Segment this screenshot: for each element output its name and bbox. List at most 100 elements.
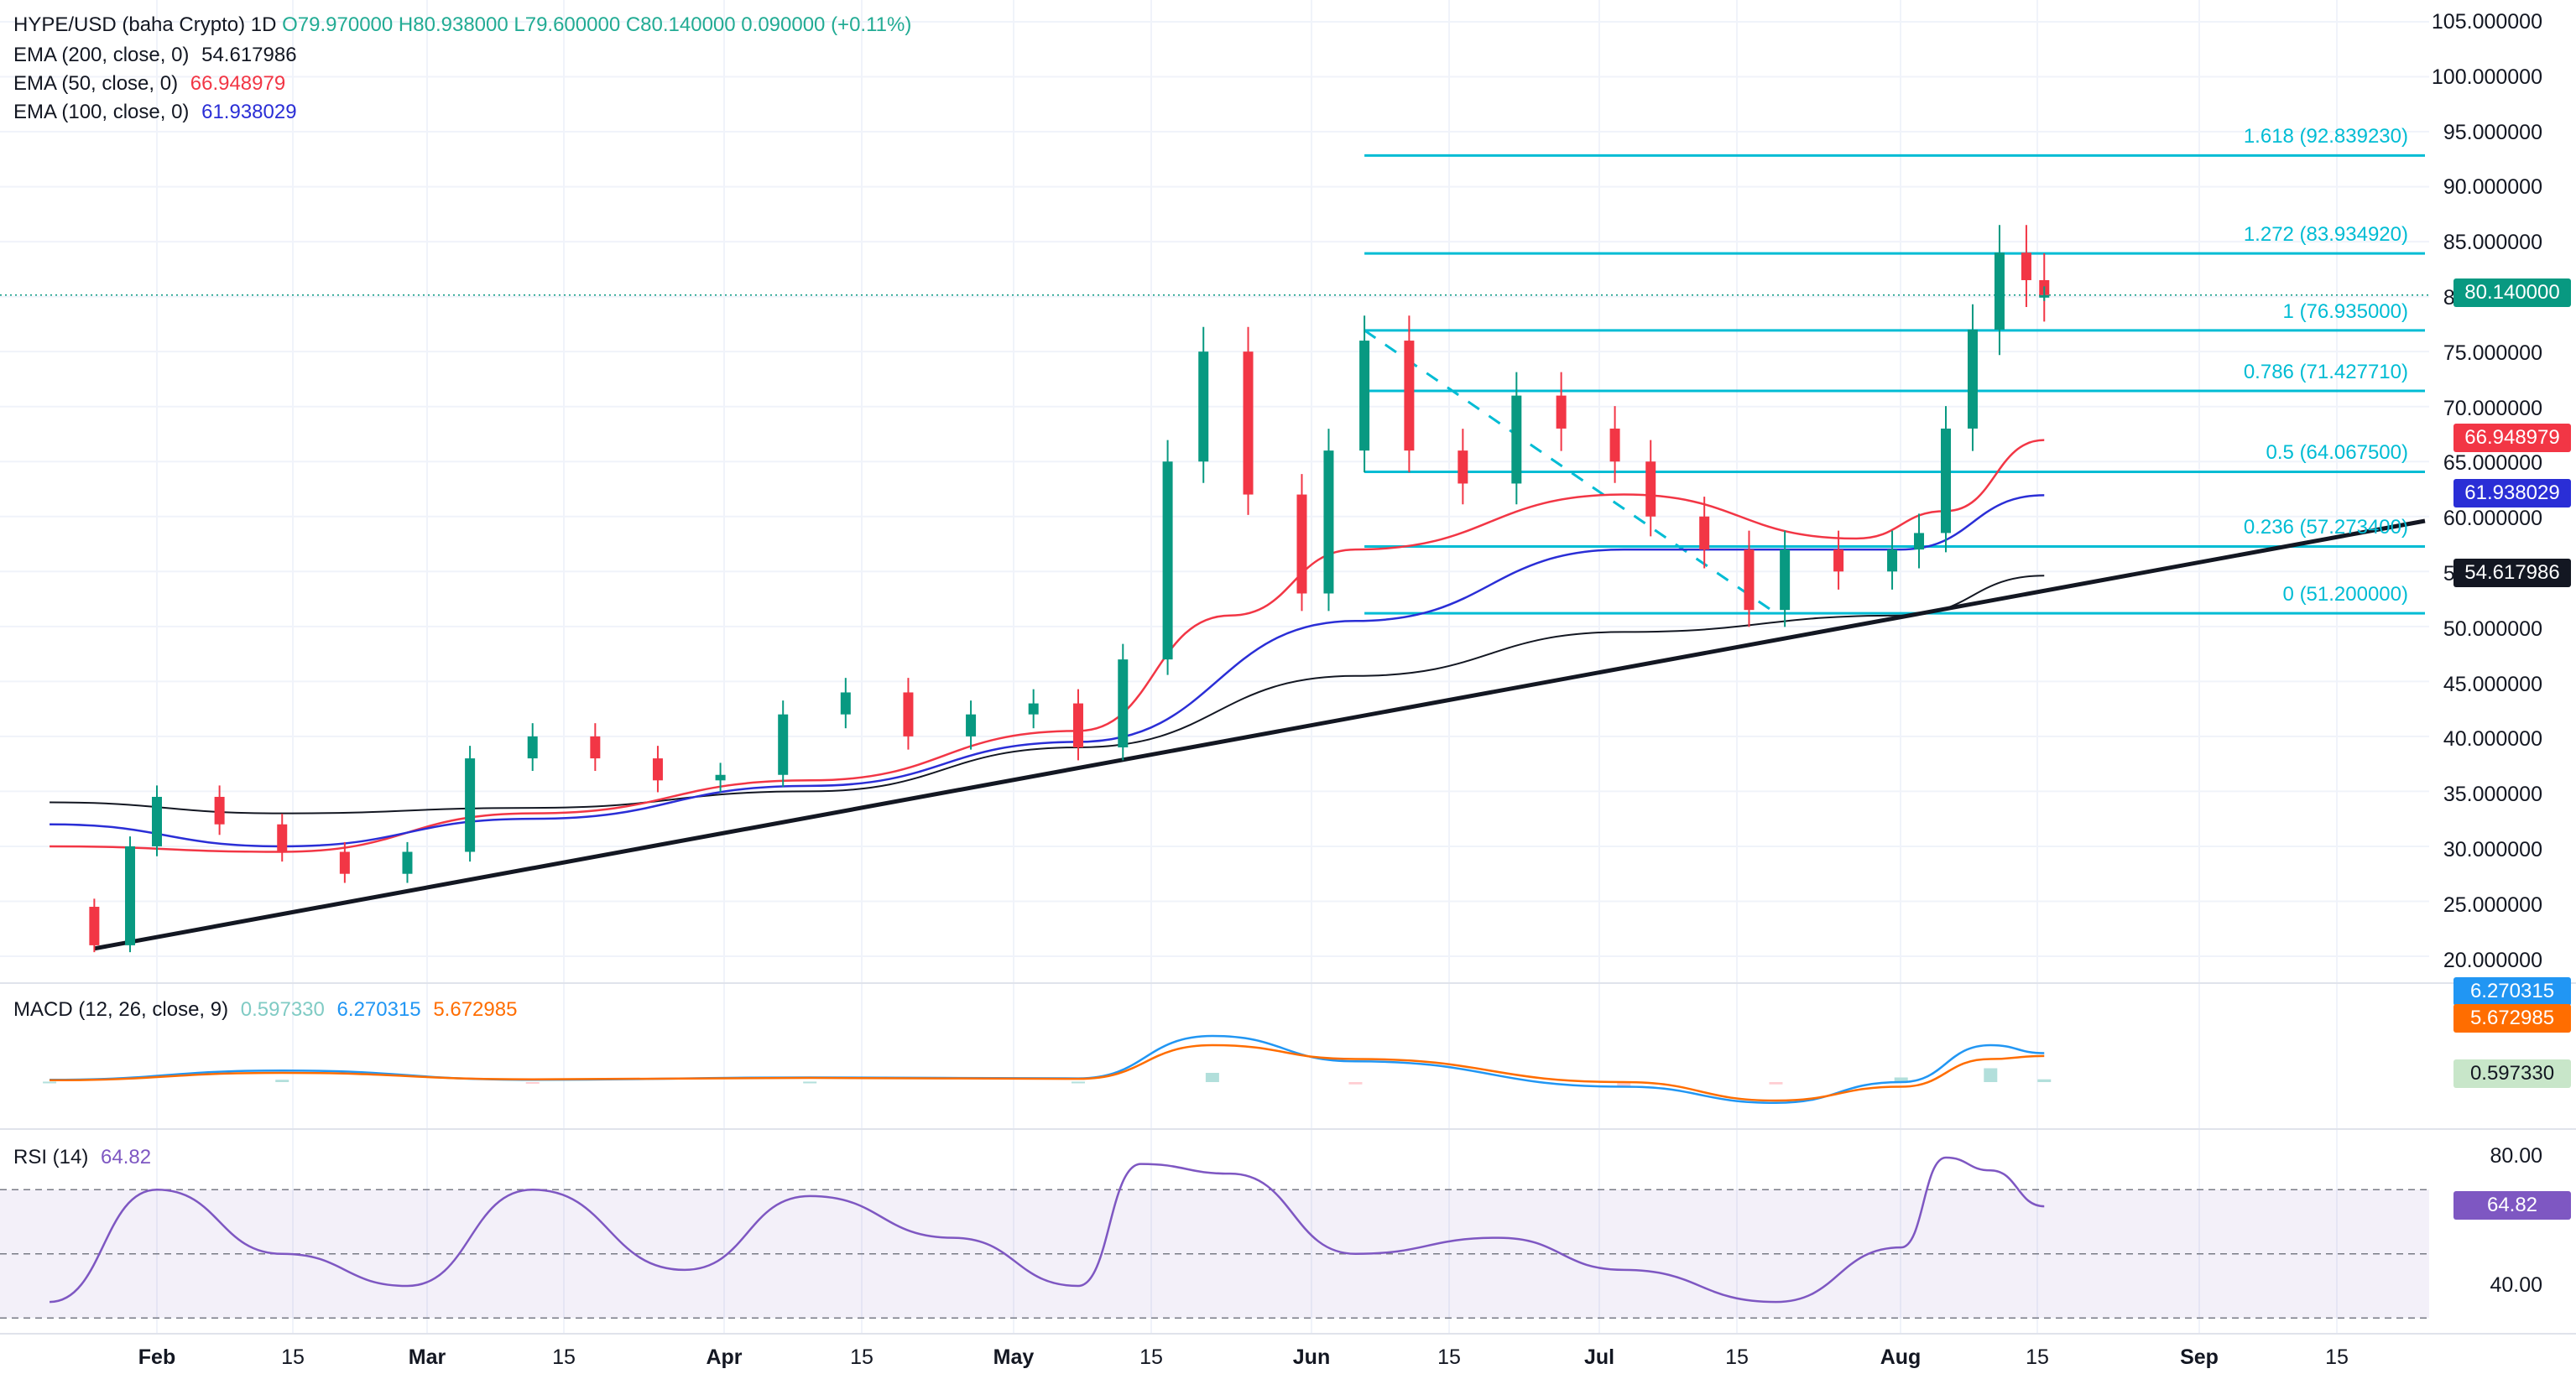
candle-body xyxy=(652,758,663,781)
low-value: L79.600000 xyxy=(514,13,621,36)
time-tick: 15 xyxy=(281,1345,305,1369)
ema50-line xyxy=(50,439,2045,853)
macd-histogram-bar xyxy=(1205,1073,1219,1082)
macd-histogram-bar xyxy=(2037,1079,2052,1082)
candle-body xyxy=(1359,341,1370,451)
candle-body xyxy=(339,851,350,874)
candle-body xyxy=(2039,294,2050,298)
ema100-legend[interactable]: EMA (100, close, 0) 61.938029 xyxy=(13,97,297,128)
ema200-line xyxy=(50,575,2045,814)
fib-level-label: 0.786 (71.427710) xyxy=(2243,360,2408,383)
ema50-label: EMA (50, close, 0) xyxy=(13,72,179,95)
macd-histogram-badge: 0.597330 xyxy=(2453,1059,2571,1088)
macd-histogram-bar xyxy=(1071,1081,1085,1084)
candle-body xyxy=(1404,341,1415,451)
price-tick: 70.000000 xyxy=(2443,396,2542,420)
candle-body xyxy=(527,736,538,759)
time-tick: 15 xyxy=(1437,1345,1461,1369)
time-tick: Feb xyxy=(138,1345,176,1369)
candle-body xyxy=(715,774,726,781)
ema50-legend[interactable]: EMA (50, close, 0) 66.948979 xyxy=(13,69,285,99)
fib-level-label: 0 (51.200000) xyxy=(2282,583,2408,606)
candle-body xyxy=(1994,252,2005,330)
ema200-value: 54.617986 xyxy=(201,44,297,66)
macd-signal-badge: 5.672985 xyxy=(2453,1004,2571,1033)
candle-body xyxy=(903,692,914,736)
macd-histogram-bar xyxy=(275,1080,289,1082)
candle-body xyxy=(125,846,136,945)
candle-body xyxy=(1833,549,1844,572)
price-tick: 50.000000 xyxy=(2443,617,2542,641)
candle-body xyxy=(1744,549,1755,611)
macd-label: MACD (12, 26, close, 9) xyxy=(13,998,229,1021)
macd-signal-line xyxy=(50,1043,2045,1102)
candle-body xyxy=(1941,428,1951,533)
ema100-value: 61.938029 xyxy=(201,101,297,123)
price-tick: 40.000000 xyxy=(2443,727,2542,752)
macd-line xyxy=(50,1034,2045,1105)
macd-legend[interactable]: MACD (12, 26, close, 9) 0.597330 6.27031… xyxy=(13,998,517,1022)
price-tick: 30.000000 xyxy=(2443,838,2542,861)
candle-body xyxy=(778,714,789,775)
candle-body xyxy=(1780,549,1791,611)
rsi-label: RSI (14) xyxy=(13,1146,89,1168)
candle-body xyxy=(1028,703,1039,715)
time-tick: May xyxy=(993,1345,1035,1369)
ema50-badge: 66.948979 xyxy=(2453,424,2571,452)
time-tick: Mar xyxy=(408,1345,446,1369)
time-tick: Jun xyxy=(1292,1345,1331,1369)
fib-level-label: 1 (76.935000) xyxy=(2282,299,2408,323)
symbol-title: HYPE/USD (baha Crypto) xyxy=(13,13,246,36)
rsi-value: 64.82 xyxy=(101,1146,152,1168)
open-value: O79.970000 xyxy=(282,13,394,36)
candle-body xyxy=(1914,533,1925,550)
price-tick: 90.000000 xyxy=(2443,175,2542,200)
price-tick: 95.000000 xyxy=(2443,120,2542,144)
high-value: H80.938000 xyxy=(398,13,508,36)
rsi-line xyxy=(50,1156,2045,1304)
time-tick: 15 xyxy=(1139,1345,1163,1369)
rsi-tick-80: 80.00 xyxy=(2490,1144,2542,1168)
fib-level-label: 0.5 (64.067500) xyxy=(2266,441,2408,465)
support-trendline xyxy=(93,518,2426,951)
rsi-legend[interactable]: RSI (14) 64.82 xyxy=(13,1146,151,1169)
candle-body xyxy=(402,851,413,874)
fib-level-label: 1.272 (83.934920) xyxy=(2243,223,2408,247)
candle-body xyxy=(2021,252,2031,280)
fib-trend-line xyxy=(1364,329,1777,615)
interval-label: 1D xyxy=(250,13,277,36)
ema200-badge: 54.617986 xyxy=(2453,559,2571,587)
candle-body xyxy=(465,758,476,852)
candle-body xyxy=(1243,351,1254,495)
ema200-legend[interactable]: EMA (200, close, 0) 54.617986 xyxy=(13,40,297,70)
ema50-value: 66.948979 xyxy=(190,72,286,95)
candle-body xyxy=(1296,494,1307,594)
time-tick: 15 xyxy=(2026,1345,2049,1369)
candle-body xyxy=(1072,703,1083,747)
macd-histogram-value: 0.597330 xyxy=(240,998,325,1021)
candle-body xyxy=(1887,549,1898,572)
macd-histogram-bar xyxy=(1617,1082,1631,1087)
candle-body xyxy=(1511,395,1522,484)
price-tick: 20.000000 xyxy=(2443,948,2542,972)
last-price-badge: 80.140000 xyxy=(2453,278,2571,307)
candle-body xyxy=(590,736,601,759)
fib-level-label: 1.618 (92.839230) xyxy=(2243,125,2408,148)
candle-body xyxy=(1198,351,1209,462)
time-tick: Sep xyxy=(2180,1345,2219,1369)
candle-body xyxy=(1162,461,1173,660)
price-tick: 45.000000 xyxy=(2443,672,2542,696)
macd-histogram-bar xyxy=(1769,1082,1783,1085)
time-tick: Apr xyxy=(706,1345,743,1369)
candle-body xyxy=(1457,450,1468,484)
macd-histogram-bar xyxy=(1348,1082,1363,1085)
ema100-badge: 61.938029 xyxy=(2453,479,2571,507)
candle-body xyxy=(1556,395,1567,429)
ema200-label: EMA (200, close, 0) xyxy=(13,44,190,66)
candle-body xyxy=(214,796,225,825)
candle-body xyxy=(1967,329,1978,429)
candle-body xyxy=(1699,516,1710,550)
macd-line-badge: 6.270315 xyxy=(2453,977,2571,1006)
candle-body xyxy=(1645,461,1656,517)
